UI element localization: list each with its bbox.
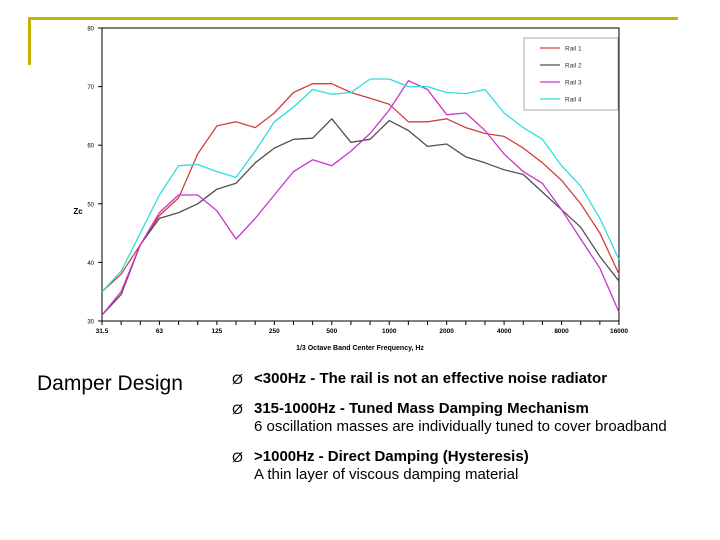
section-title: Damper Design — [37, 372, 183, 395]
x-tick-label: 2000 — [439, 328, 454, 335]
series-line-rail-3 — [101, 80, 620, 316]
x-tick-label: 125 — [211, 328, 222, 335]
plot-frame — [101, 27, 620, 322]
x-axis-label: 1/3 Octave Band Center Frequency, Hz — [296, 345, 424, 352]
top-accent-line — [28, 17, 678, 20]
x-tick-label: 1000 — [382, 328, 397, 335]
bullet-item: Ø >1000Hz - Direct Damping (Hysteresis) … — [232, 448, 712, 484]
x-tick-label: 31.5 — [96, 328, 109, 335]
x-tick-label: 4000 — [497, 328, 512, 335]
bullet-detail: A thin layer of viscous damping material — [254, 466, 519, 483]
bullet-heading: >1000Hz - Direct Damping (Hysteresis) — [254, 448, 529, 465]
y-tick-label: 30 — [87, 320, 94, 326]
line-chart: 30 40 50 60 70 80 31.5 63 125 250 500 1000 2000 4000 8… — [73, 27, 628, 353]
legend-box — [523, 37, 619, 111]
arrow-bullet-icon: Ø — [232, 371, 243, 387]
bullet-list: Ø <300Hz - The rail is not an effective … — [232, 370, 712, 496]
x-tick-label: 16000 — [610, 328, 628, 335]
y-tick-label: 70 — [87, 85, 94, 91]
y-tick-label: 80 — [87, 27, 94, 33]
left-accent-line — [28, 17, 31, 65]
x-tick-label: 8000 — [554, 328, 569, 335]
series-line-rail-2 — [101, 118, 620, 316]
arrow-bullet-icon: Ø — [232, 449, 243, 465]
series-line-rail-4 — [101, 78, 620, 293]
x-tick-label: 63 — [156, 328, 164, 335]
x-tick-label: 500 — [326, 328, 337, 335]
y-tick-label: 40 — [87, 261, 94, 267]
arrow-bullet-icon: Ø — [232, 401, 243, 417]
y-tick-label: 60 — [87, 144, 94, 150]
legend-label: Rail 2 — [565, 63, 582, 70]
bullet-item: Ø <300Hz - The rail is not an effective … — [232, 370, 712, 388]
bullet-heading: 315-1000Hz - Tuned Mass Damping Mechanis… — [254, 400, 589, 417]
series-line-rail-1 — [101, 83, 620, 293]
y-tick-label: 50 — [87, 202, 94, 208]
bullet-detail: 6 oscillation masses are individually tu… — [254, 418, 667, 435]
legend-label: Rail 4 — [565, 97, 582, 104]
legend-label: Rail 3 — [565, 80, 582, 87]
bullet-item: Ø 315-1000Hz - Tuned Mass Damping Mechan… — [232, 400, 712, 436]
bullet-heading: <300Hz - The rail is not an effective no… — [254, 370, 608, 387]
legend-label: Rail 1 — [565, 46, 582, 53]
x-tick-label: 250 — [269, 328, 280, 335]
y-axis-label: Zc — [73, 207, 83, 216]
